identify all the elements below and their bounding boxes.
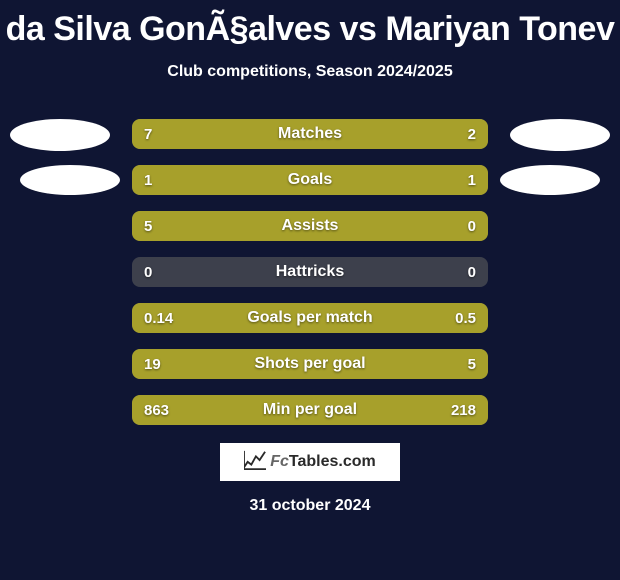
stat-rows-container: 7Matches21Goals15Assists00Hattricks00.14… — [132, 119, 488, 425]
player2-value: 0.5 — [455, 310, 488, 327]
player2-badge-placeholder-1 — [510, 119, 610, 151]
stat-label: Min per goal — [132, 401, 488, 419]
player1-badge-placeholder-2 — [20, 165, 120, 195]
comparison-title: da Silva GonÃ§alves vs Mariyan Tonev — [0, 0, 620, 49]
player2-value: 1 — [468, 172, 488, 189]
stat-label: Hattricks — [132, 263, 488, 281]
stat-label: Assists — [132, 217, 488, 235]
player2-value: 2 — [468, 126, 488, 143]
stat-row: 863Min per goal218 — [132, 395, 488, 425]
stat-label: Goals per match — [132, 309, 488, 327]
stat-label: Goals — [132, 171, 488, 189]
comparison-subtitle: Club competitions, Season 2024/2025 — [0, 63, 620, 81]
player1-badge-placeholder-1 — [10, 119, 110, 151]
report-date: 31 october 2024 — [0, 497, 620, 515]
stat-row: 7Matches2 — [132, 119, 488, 149]
stat-label: Shots per goal — [132, 355, 488, 373]
player2-value: 218 — [451, 402, 488, 419]
player2-value: 0 — [468, 264, 488, 281]
stat-row: 1Goals1 — [132, 165, 488, 195]
brand-text: FcTables.com — [270, 453, 376, 471]
stat-row: 0.14Goals per match0.5 — [132, 303, 488, 333]
chart-icon — [244, 450, 266, 475]
stat-row: 5Assists0 — [132, 211, 488, 241]
brand-logo: FcTables.com — [220, 443, 400, 481]
stats-area: 7Matches21Goals15Assists00Hattricks00.14… — [0, 119, 620, 425]
player2-value: 0 — [468, 218, 488, 235]
player2-badge-placeholder-2 — [500, 165, 600, 195]
stat-row: 19Shots per goal5 — [132, 349, 488, 379]
stat-row: 0Hattricks0 — [132, 257, 488, 287]
player2-value: 5 — [468, 356, 488, 373]
stat-label: Matches — [132, 125, 488, 143]
